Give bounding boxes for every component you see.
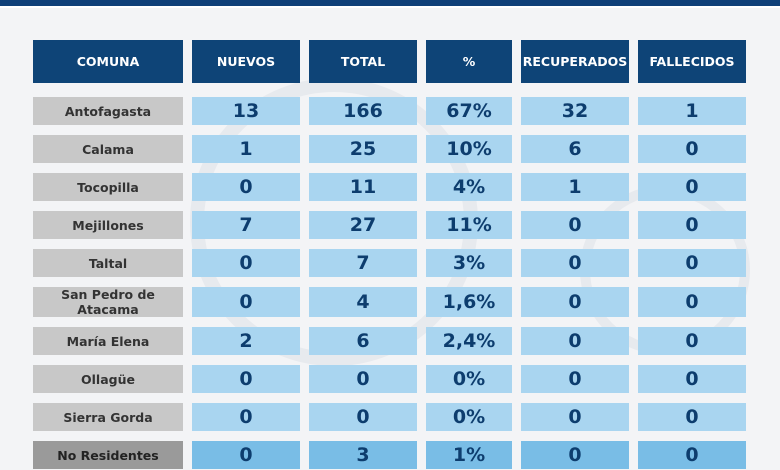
table-cell-fallecidos: 0 [638, 135, 746, 163]
table-cell-comuna: Tocopilla [33, 173, 183, 201]
table-row: Calama 1 25 10% 6 0 [33, 135, 746, 163]
table-cell-nuevos: 2 [192, 327, 300, 355]
table-cell-comuna: María Elena [33, 327, 183, 355]
table-cell-nuevos: 0 [192, 365, 300, 393]
table-row: Ollagüe 0 0 0% 0 0 [33, 365, 746, 393]
table-cell-recuperados: 0 [521, 211, 629, 239]
table-cell-total: 0 [309, 403, 417, 431]
table-cell-fallecidos: 1 [638, 97, 746, 125]
table-cell-fallecidos: 0 [638, 249, 746, 277]
table-cell-recuperados: 1 [521, 173, 629, 201]
table-cell-nuevos: 7 [192, 211, 300, 239]
table-row: Taltal 0 7 3% 0 0 [33, 249, 746, 277]
table-body: Antofagasta 13 166 67% 32 1 Calama 1 25 10% 6 0 Toco… [33, 83, 746, 469]
table-cell-fallecidos: 0 [638, 365, 746, 393]
top-bar [0, 0, 780, 6]
top-bar-divider [0, 6, 780, 8]
table-cell-percent: 10% [426, 135, 512, 163]
table-cell-fallecidos: 0 [638, 287, 746, 317]
table-cell-nuevos: 0 [192, 173, 300, 201]
table-cell-total: 7 [309, 249, 417, 277]
table-cell-nuevos: 0 [192, 441, 300, 469]
table-cell-comuna: San Pedro de Atacama [33, 287, 183, 317]
table-cell-fallecidos: 0 [638, 327, 746, 355]
table-cell-nuevos: 0 [192, 249, 300, 277]
table-cell-total: 166 [309, 97, 417, 125]
column-header-recuperados: RECUPERADOS [521, 40, 629, 83]
table-cell-recuperados: 6 [521, 135, 629, 163]
table-cell-total: 6 [309, 327, 417, 355]
table-row: Mejillones 7 27 11% 0 0 [33, 211, 746, 239]
table-cell-percent: 0% [426, 365, 512, 393]
table-cell-total: 0 [309, 365, 417, 393]
table-cell-total: 11 [309, 173, 417, 201]
table-cell-total: 4 [309, 287, 417, 317]
table-cell-recuperados: 0 [521, 327, 629, 355]
table-cell-nuevos: 1 [192, 135, 300, 163]
table-cell-comuna: No Residentes [33, 441, 183, 469]
table-cell-percent: 2,4% [426, 327, 512, 355]
table-cell-comuna: Calama [33, 135, 183, 163]
table-header-row: COMUNA NUEVOS TOTAL % RECUPERADOS FALLEC… [33, 40, 746, 83]
table-cell-fallecidos: 0 [638, 403, 746, 431]
table-cell-fallecidos: 0 [638, 211, 746, 239]
table-cell-comuna: Antofagasta [33, 97, 183, 125]
column-header-percent: % [426, 40, 512, 83]
table-cell-percent: 3% [426, 249, 512, 277]
table-cell-percent: 1% [426, 441, 512, 469]
table-cell-total: 25 [309, 135, 417, 163]
table-cell-fallecidos: 0 [638, 173, 746, 201]
table-row: San Pedro de Atacama 0 4 1,6% 0 0 [33, 287, 746, 317]
table-cell-percent: 4% [426, 173, 512, 201]
table-cell-percent: 11% [426, 211, 512, 239]
table-cell-comuna: Taltal [33, 249, 183, 277]
table-row: Antofagasta 13 166 67% 32 1 [33, 97, 746, 125]
table-row: María Elena 2 6 2,4% 0 0 [33, 327, 746, 355]
table-cell-comuna: Mejillones [33, 211, 183, 239]
table-cell-percent: 1,6% [426, 287, 512, 317]
table-row: Sierra Gorda 0 0 0% 0 0 [33, 403, 746, 431]
table-cell-recuperados: 0 [521, 249, 629, 277]
table-cell-recuperados: 0 [521, 287, 629, 317]
table-cell-percent: 67% [426, 97, 512, 125]
column-header-total: TOTAL [309, 40, 417, 83]
table-cell-recuperados: 32 [521, 97, 629, 125]
table-cell-comuna: Sierra Gorda [33, 403, 183, 431]
table-cell-percent: 0% [426, 403, 512, 431]
column-header-nuevos: NUEVOS [192, 40, 300, 83]
table-cell-nuevos: 0 [192, 403, 300, 431]
column-header-fallecidos: FALLECIDOS [638, 40, 746, 83]
table-cell-fallecidos: 0 [638, 441, 746, 469]
column-header-comuna: COMUNA [33, 40, 183, 83]
table-row: Tocopilla 0 11 4% 1 0 [33, 173, 746, 201]
table-cell-recuperados: 0 [521, 441, 629, 469]
table-cell-nuevos: 13 [192, 97, 300, 125]
table-cell-total: 27 [309, 211, 417, 239]
covid-cases-table: COMUNA NUEVOS TOTAL % RECUPERADOS FALLEC… [24, 40, 755, 469]
table-cell-nuevos: 0 [192, 287, 300, 317]
table-cell-total: 3 [309, 441, 417, 469]
table-cell-recuperados: 0 [521, 365, 629, 393]
table-cell-comuna: Ollagüe [33, 365, 183, 393]
table-row: No Residentes 0 3 1% 0 0 [33, 441, 746, 469]
table-cell-recuperados: 0 [521, 403, 629, 431]
